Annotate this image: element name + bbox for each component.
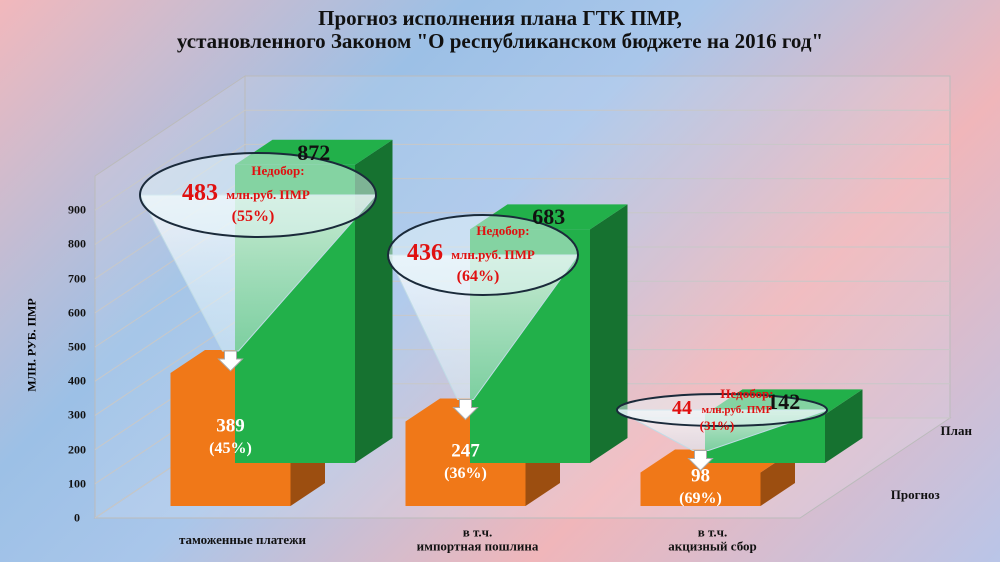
data-label: 142 [767,389,801,415]
grid-line [94,109,950,211]
y-tick-label: 100 [68,476,86,491]
y-tick-label: 900 [68,202,86,217]
annotation-share: (64%) [456,268,500,286]
data-label: 247 [451,440,480,462]
annotation-unit: млн.руб. ПМР [451,246,535,262]
annotation-title: Недобор: [251,162,305,178]
y-axis-label: МЛН. РУБ. ПМР [24,298,39,392]
bar-side [825,389,863,463]
annotation-value: 436 [407,239,443,266]
bar-side [590,204,628,463]
share-label: (36%) [444,464,487,482]
arrow [452,399,479,421]
y-tick-label: 500 [68,339,86,354]
bar-side [760,449,795,506]
y-tick-label: 200 [68,442,86,456]
share-label: (45%) [209,440,252,458]
funnel-rim [387,214,579,296]
y-tick-label: 600 [68,305,86,320]
funnel-rim [139,152,377,238]
annotation-value: 44 [672,397,692,419]
share-label: (69%) [679,490,722,508]
x-tick-label: в т.ч. импортная пошлина [416,524,539,554]
y-tick-label: 300 [68,407,86,422]
annotation-value: 483 [182,179,218,206]
data-label: 389 [216,416,245,438]
annotation-share: (31%) [699,417,735,433]
legend-label: План [940,422,972,438]
legend-label: Прогноз [890,486,940,502]
grid-line [94,143,950,245]
x-tick-label: в т.ч. акцизный сбор [668,524,757,554]
annotation-unit: млн.руб. ПМР [701,403,773,416]
y-tick-label: 400 [68,373,86,388]
y-tick-label: 800 [68,236,86,251]
y-tick-label: 700 [68,271,86,285]
chart-title: Прогноз исполнения плана ГТК ПМР, устано… [176,5,824,53]
y-tick-label: 0 [74,510,80,525]
annotation-title: Недобор: [476,222,530,238]
annotation-share: (55%) [231,208,275,226]
arrow [687,449,714,472]
x-tick-label: таможенные платежи [178,531,307,547]
data-label: 98 [691,465,710,487]
annotation-title: Недобор: [720,385,774,401]
funnel-rim [616,393,828,427]
annotation-unit: млн.руб. ПМР [226,186,310,202]
data-label: 872 [297,139,331,165]
bar [640,472,761,506]
data-label: 683 [532,204,566,230]
bar-side [355,139,393,463]
arrow [217,350,244,372]
